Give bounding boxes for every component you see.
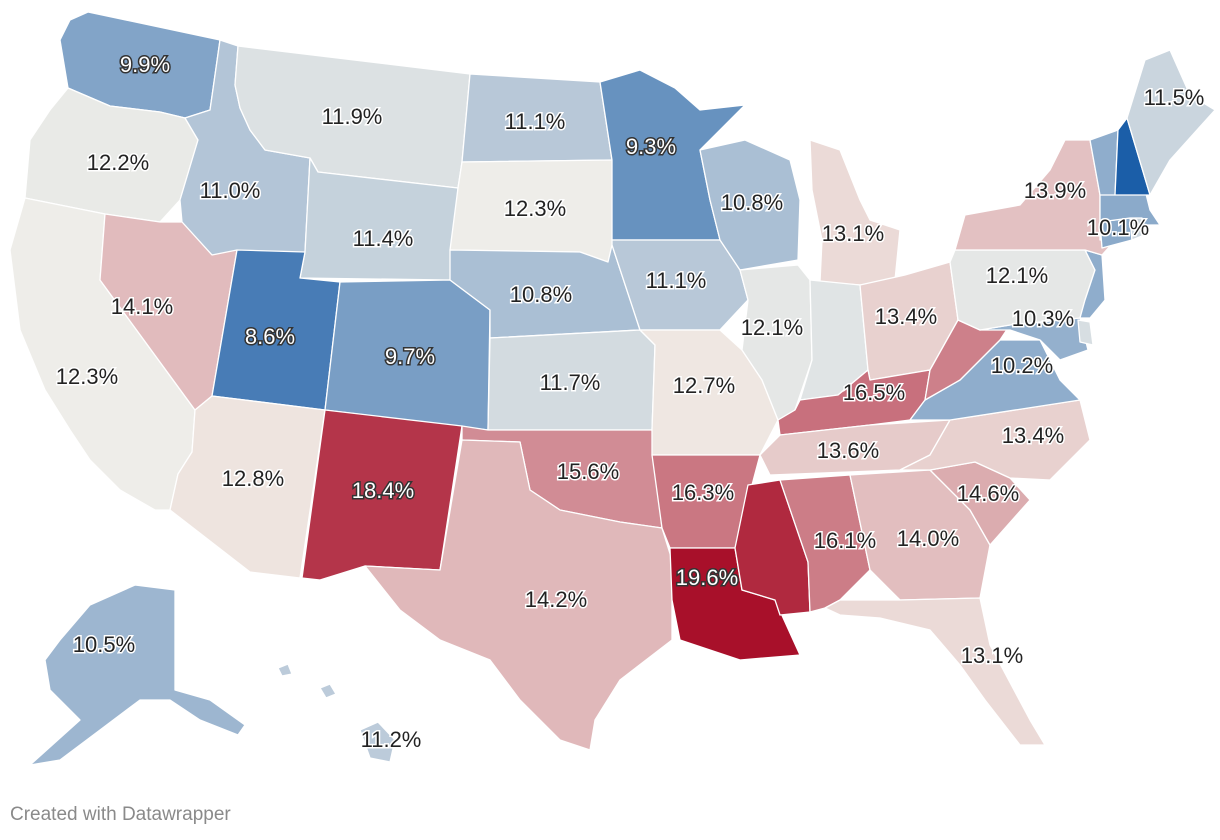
label-nc: 13.4%	[1002, 423, 1064, 448]
label-nm: 18.4%	[352, 478, 414, 503]
label-sc: 14.6%	[957, 481, 1019, 506]
label-or: 12.2%	[87, 150, 149, 175]
us-choropleth-map: 9.9% 12.2% 12.3% 11.0% 14.1% 11.9% 11.4% 8.6% 12…	[9, 11, 1216, 766]
label-ut: 8.6%	[245, 324, 295, 349]
label-mn: 9.3%	[626, 134, 676, 159]
state-wi	[699, 139, 801, 271]
label-co: 9.7%	[385, 344, 435, 369]
label-oh: 13.4%	[875, 304, 937, 329]
state-hi	[319, 683, 337, 699]
state-nc	[899, 399, 1091, 481]
label-la: 19.6%	[676, 565, 738, 590]
label-mo: 12.7%	[673, 373, 735, 398]
label-il: 12.1%	[741, 315, 803, 340]
state-or	[24, 87, 199, 223]
map-svg: 9.9% 12.2% 12.3% 11.0% 14.1% 11.9% 11.4% 8.6% 12…	[9, 11, 1216, 766]
label-mt: 11.9%	[322, 104, 383, 129]
label-ny: 13.9%	[1024, 178, 1086, 203]
label-md: 10.3%	[1012, 306, 1074, 331]
label-az: 12.8%	[222, 466, 284, 491]
label-hi: 11.2%	[361, 727, 422, 752]
label-ar: 16.3%	[672, 480, 734, 505]
label-mi: 13.1%	[822, 221, 884, 246]
state-fl	[824, 597, 1046, 746]
state-value-labels: 9.9% 12.2% 12.3% 11.0% 14.1% 11.9% 11.4% 8.6% 12…	[54, 50, 1206, 753]
label-al: 16.1%	[814, 528, 876, 553]
state-ak	[29, 584, 246, 766]
label-ne: 10.8%	[510, 282, 572, 307]
label-pa: 12.1%	[986, 263, 1048, 288]
state-hi	[277, 663, 293, 677]
credit-text: Created with Datawrapper	[10, 804, 231, 825]
state-shapes	[9, 11, 1216, 766]
label-wy: 11.4%	[353, 226, 414, 251]
label-wi: 10.8%	[721, 190, 783, 215]
label-va: 10.2%	[991, 353, 1053, 378]
label-wa: 9.9%	[120, 52, 170, 77]
state-me	[1126, 49, 1216, 196]
state-az	[169, 395, 326, 579]
label-sd: 12.3%	[504, 196, 566, 221]
label-ma: 10.1%	[1087, 215, 1149, 240]
label-ky: 16.5%	[843, 380, 905, 405]
state-hi	[359, 721, 396, 763]
state-nj	[1079, 249, 1106, 319]
state-mo	[639, 329, 779, 456]
label-ia: 11.1%	[646, 268, 707, 293]
state-de	[1077, 319, 1094, 346]
label-nv: 14.1%	[111, 294, 173, 319]
label-nd: 11.1%	[505, 109, 566, 134]
state-tx	[364, 439, 673, 751]
label-ca: 12.3%	[56, 364, 118, 389]
label-tn: 13.6%	[817, 438, 879, 463]
label-fl: 13.1%	[961, 643, 1023, 668]
label-me: 11.5%	[1144, 85, 1205, 110]
state-ma	[1099, 189, 1161, 226]
state-mi	[809, 139, 901, 286]
label-id: 11.0%	[200, 178, 261, 203]
label-ks: 11.7%	[540, 370, 601, 395]
label-tx: 14.2%	[525, 587, 587, 612]
label-ok: 15.6%	[557, 459, 619, 484]
label-ga: 14.0%	[897, 526, 959, 551]
label-ak: 10.5%	[73, 632, 135, 657]
